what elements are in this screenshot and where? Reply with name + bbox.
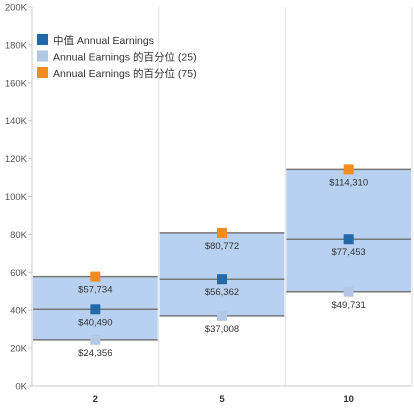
median-marker bbox=[90, 304, 101, 315]
y-tick-label: 200K bbox=[5, 3, 28, 14]
legend: 中值 Annual Earnings Annual Earnings 的百分位 (… bbox=[37, 34, 197, 80]
median-marker bbox=[343, 234, 354, 245]
y-tick-label: 20K bbox=[10, 344, 28, 355]
y-tick-label: 160K bbox=[5, 78, 28, 89]
p75-marker bbox=[90, 271, 101, 282]
y-tick-label: 80K bbox=[10, 230, 28, 241]
y-tick-label: 100K bbox=[5, 192, 28, 203]
median-data-label: $40,490 bbox=[78, 317, 112, 328]
data-labels-layer: $24,356 $37,008 $49,731 $40,490 $56,362 $77,4… bbox=[78, 177, 368, 358]
p25-data-label: $24,356 bbox=[78, 348, 112, 359]
axes-layer: 0K 20K 40K 60K 80K 100K 120K 140K 160K 180K 200K 2 5… bbox=[5, 3, 413, 405]
median-marker bbox=[217, 274, 227, 285]
legend-swatch-p25 bbox=[37, 50, 48, 62]
boxes-layer bbox=[33, 168, 411, 341]
p25-data-label: $49,731 bbox=[331, 300, 365, 311]
legend-label-p25: Annual Earnings 的百分位 (25) bbox=[53, 51, 197, 64]
legend-label-p75: Annual Earnings 的百分位 (75) bbox=[53, 67, 197, 80]
median-data-label: $77,453 bbox=[331, 247, 365, 258]
y-tick-label: 60K bbox=[10, 268, 28, 279]
markers-layer bbox=[90, 164, 354, 345]
p75-data-label: $80,772 bbox=[205, 241, 239, 252]
p25-marker bbox=[90, 334, 101, 345]
y-tick-label: 140K bbox=[5, 116, 28, 127]
box-10 bbox=[286, 169, 411, 292]
p25-marker bbox=[217, 310, 227, 321]
p75-data-label: $114,310 bbox=[329, 177, 368, 188]
x-tick-label: 2 bbox=[93, 394, 98, 405]
y-tick-label: 40K bbox=[10, 306, 28, 317]
legend-swatch-median bbox=[37, 34, 48, 45]
legend-label-median: 中值 Annual Earnings bbox=[53, 34, 154, 47]
median-data-label: $56,362 bbox=[205, 287, 239, 298]
p75-marker bbox=[217, 227, 227, 238]
p25-marker bbox=[343, 286, 354, 297]
p75-data-label: $57,734 bbox=[78, 285, 112, 296]
y-tick-label: 120K bbox=[5, 154, 28, 165]
x-tick-label: 10 bbox=[343, 394, 354, 405]
p25-data-label: $37,008 bbox=[205, 324, 239, 335]
p75-marker bbox=[343, 164, 354, 175]
legend-swatch-p75 bbox=[37, 67, 48, 78]
y-tick-label: 0K bbox=[15, 382, 27, 393]
y-tick-label: 180K bbox=[5, 40, 28, 51]
x-tick-label: 5 bbox=[219, 394, 225, 405]
